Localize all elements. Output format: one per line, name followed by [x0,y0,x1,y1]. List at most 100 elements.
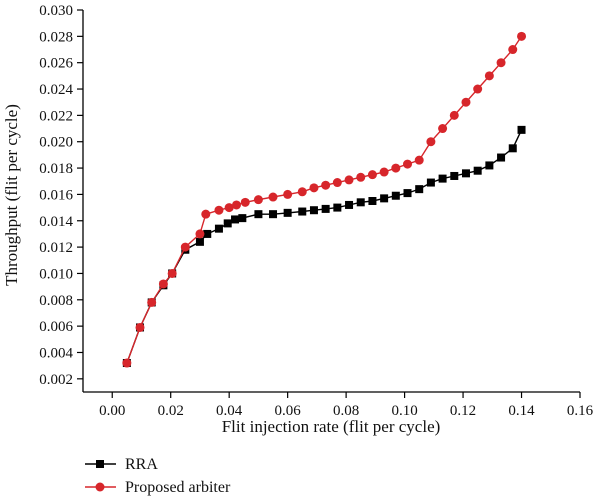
data-point-rra [269,210,278,219]
y-tick-label: 0.014 [39,214,73,230]
data-point-rra [195,237,204,246]
data-point-proposed-arbiter [158,279,168,289]
x-tick-label: 0.02 [158,403,184,419]
data-point-rra [238,214,247,223]
data-point-proposed-arbiter [253,195,263,205]
data-point-proposed-arbiter [201,209,211,219]
data-point-rra [461,169,470,178]
y-tick-label: 0.010 [39,266,73,282]
y-axis-ticks: 0.002 0.004 0.006 0.008 0.010 0.012 0.014 0.016… [39,3,83,388]
data-point-proposed-arbiter [224,203,234,213]
series-proposed-arbiter [122,31,527,368]
x-tick-label: 0.10 [391,403,417,419]
y-tick-label: 0.018 [39,161,73,177]
data-point-proposed-arbiter [283,189,293,199]
data-point-proposed-arbiter [484,71,494,81]
data-point-proposed-arbiter [309,183,319,193]
data-point-proposed-arbiter [297,187,307,197]
data-point-proposed-arbiter [508,45,518,55]
data-point-rra [254,210,263,219]
y-tick-label: 0.020 [39,135,73,151]
y-tick-label: 0.024 [39,82,73,98]
y-tick-label: 0.026 [39,56,73,72]
data-point-proposed-arbiter [367,170,377,180]
data-point-rra [485,161,494,170]
x-axis-ticks: 0.00 0.02 0.04 0.06 0.08 0.10 0.12 0.14 0.16 [99,392,594,419]
data-point-proposed-arbiter [344,175,354,185]
data-point-rra [450,171,459,180]
data-point-rra [426,178,435,187]
data-point-rra [283,208,292,217]
y-tick-label: 0.016 [39,187,73,203]
series [122,31,527,368]
data-point-proposed-arbiter [268,192,278,202]
data-point-rra [517,125,526,134]
y-tick-label: 0.028 [39,29,73,45]
data-point-proposed-arbiter [167,268,177,278]
data-point-proposed-arbiter [426,137,436,147]
data-point-rra [391,191,400,200]
data-point-rra [403,189,412,198]
data-point-proposed-arbiter [461,97,471,107]
data-point-proposed-arbiter [332,178,342,188]
legend-label-proposed-arbiter: Proposed arbiter [125,479,231,496]
data-point-proposed-arbiter [180,242,190,252]
data-point-proposed-arbiter [240,197,250,207]
x-tick-label: 0.04 [216,403,243,419]
data-point-rra [508,144,517,153]
legend-label-rra: RRA [125,456,158,473]
data-point-proposed-arbiter [379,167,389,177]
y-tick-label: 0.030 [39,3,73,19]
x-tick-label: 0.12 [450,403,476,419]
y-tick-label: 0.004 [39,345,73,361]
x-tick-label: 0.16 [567,403,594,419]
data-point-rra [356,198,365,207]
y-tick-label: 0.012 [39,240,73,256]
data-point-rra [345,200,354,209]
x-tick-label: 0.06 [275,403,302,419]
x-tick-label: 0.14 [508,403,535,419]
legend: RRA Proposed arbiter [85,456,231,496]
legend-item-rra: RRA [85,456,158,473]
data-point-rra [438,174,447,183]
x-tick-label: 0.08 [333,403,359,419]
y-tick-label: 0.022 [39,108,73,124]
data-point-rra [333,203,342,212]
x-axis-title: Flit injection rate (flit per cycle) [222,417,441,436]
legend-marker-rra [96,460,104,468]
y-tick-label: 0.002 [39,372,73,388]
data-point-proposed-arbiter [414,155,424,165]
data-point-proposed-arbiter [449,110,459,120]
data-point-rra [415,185,424,194]
data-point-proposed-arbiter [391,163,401,173]
y-axis-title: Throughput (flit per cycle) [2,104,21,286]
data-point-rra [223,219,232,228]
data-point-rra [309,206,318,215]
data-point-rra [321,204,330,213]
data-point-proposed-arbiter [135,322,145,332]
data-point-proposed-arbiter [403,159,413,169]
data-point-rra [298,207,307,216]
data-point-rra [203,229,212,238]
axes: 0.00 0.02 0.04 0.06 0.08 0.10 0.12 0.14 0.16 0.0… [2,3,594,436]
data-point-rra [214,224,223,233]
data-point-rra [380,194,389,203]
data-point-rra [473,166,482,175]
data-point-proposed-arbiter [122,358,132,368]
data-point-rra [231,215,240,224]
data-point-rra [497,153,506,162]
legend-marker-proposed-arbiter [95,482,105,492]
data-point-proposed-arbiter [496,58,506,68]
series-rra [122,125,526,368]
data-point-proposed-arbiter [473,84,483,94]
data-point-proposed-arbiter [195,229,205,239]
y-tick-label: 0.006 [39,319,73,335]
data-point-proposed-arbiter [214,205,224,215]
data-point-proposed-arbiter [356,172,366,182]
data-point-rra [368,197,377,205]
y-tick-label: 0.008 [39,293,73,309]
data-point-proposed-arbiter [147,297,157,307]
x-tick-label: 0.00 [99,403,125,419]
